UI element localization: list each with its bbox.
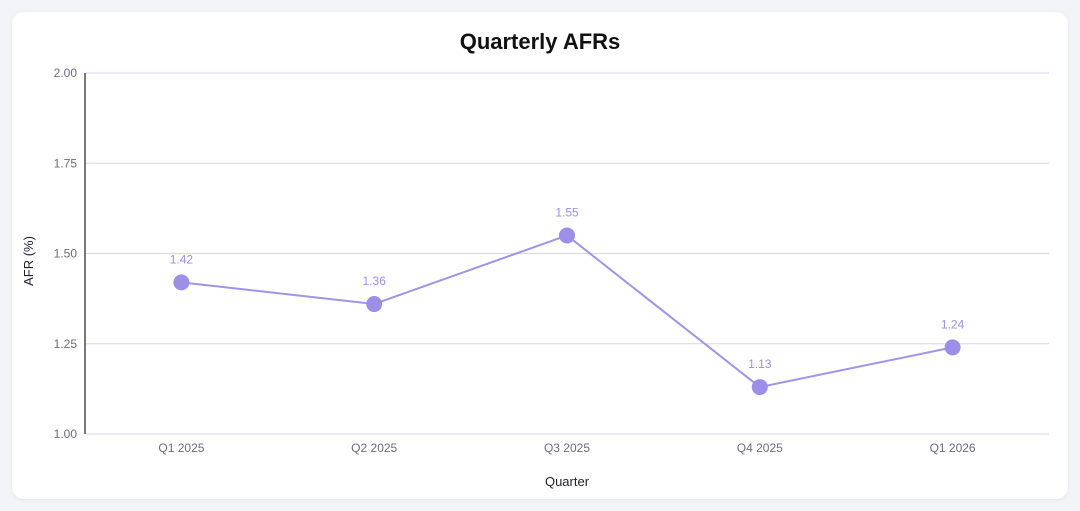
y-axis-ticks: 1.00 1.25 1.50 1.75 2.00 xyxy=(54,66,78,441)
data-label: 1.24 xyxy=(941,317,965,331)
y-tick-label: 1.00 xyxy=(54,427,78,441)
grid-lines xyxy=(85,72,1049,435)
y-tick-label: 1.75 xyxy=(54,156,78,170)
chart-title: Quarterly AFRs xyxy=(460,29,621,54)
data-label: 1.55 xyxy=(555,205,579,219)
series: 1.42 1.36 1.55 1.13 1.24 xyxy=(170,205,965,396)
series-line xyxy=(181,234,953,389)
x-tick-label: Q1 2025 xyxy=(158,441,204,455)
chart-card: Quarterly AFRs 1.00 1.25 1.50 1.75 2.00 Q1 2… xyxy=(12,12,1068,499)
y-tick-label: 2.00 xyxy=(54,66,78,80)
x-tick-label: Q4 2025 xyxy=(737,441,783,455)
data-point[interactable] xyxy=(751,379,768,396)
x-axis-ticks: Q1 2025 Q2 2025 Q3 2025 Q4 2025 Q1 2026 xyxy=(158,441,976,455)
x-tick-label: Q1 2026 xyxy=(930,441,976,455)
y-tick-label: 1.25 xyxy=(54,337,78,351)
data-label: 1.13 xyxy=(748,357,772,371)
y-tick-label: 1.50 xyxy=(54,247,78,261)
data-point[interactable] xyxy=(944,339,961,356)
data-point[interactable] xyxy=(366,296,383,313)
y-axis-title: AFR (%) xyxy=(21,236,36,286)
data-point[interactable] xyxy=(173,274,190,291)
x-axis-title: Quarter xyxy=(545,474,590,489)
data-label: 1.42 xyxy=(170,252,194,266)
x-tick-label: Q3 2025 xyxy=(544,441,590,455)
line-chart: Quarterly AFRs 1.00 1.25 1.50 1.75 2.00 Q1 2… xyxy=(21,29,1049,489)
data-point[interactable] xyxy=(559,227,575,244)
data-label: 1.36 xyxy=(363,274,387,288)
x-tick-label: Q2 2025 xyxy=(351,441,397,455)
